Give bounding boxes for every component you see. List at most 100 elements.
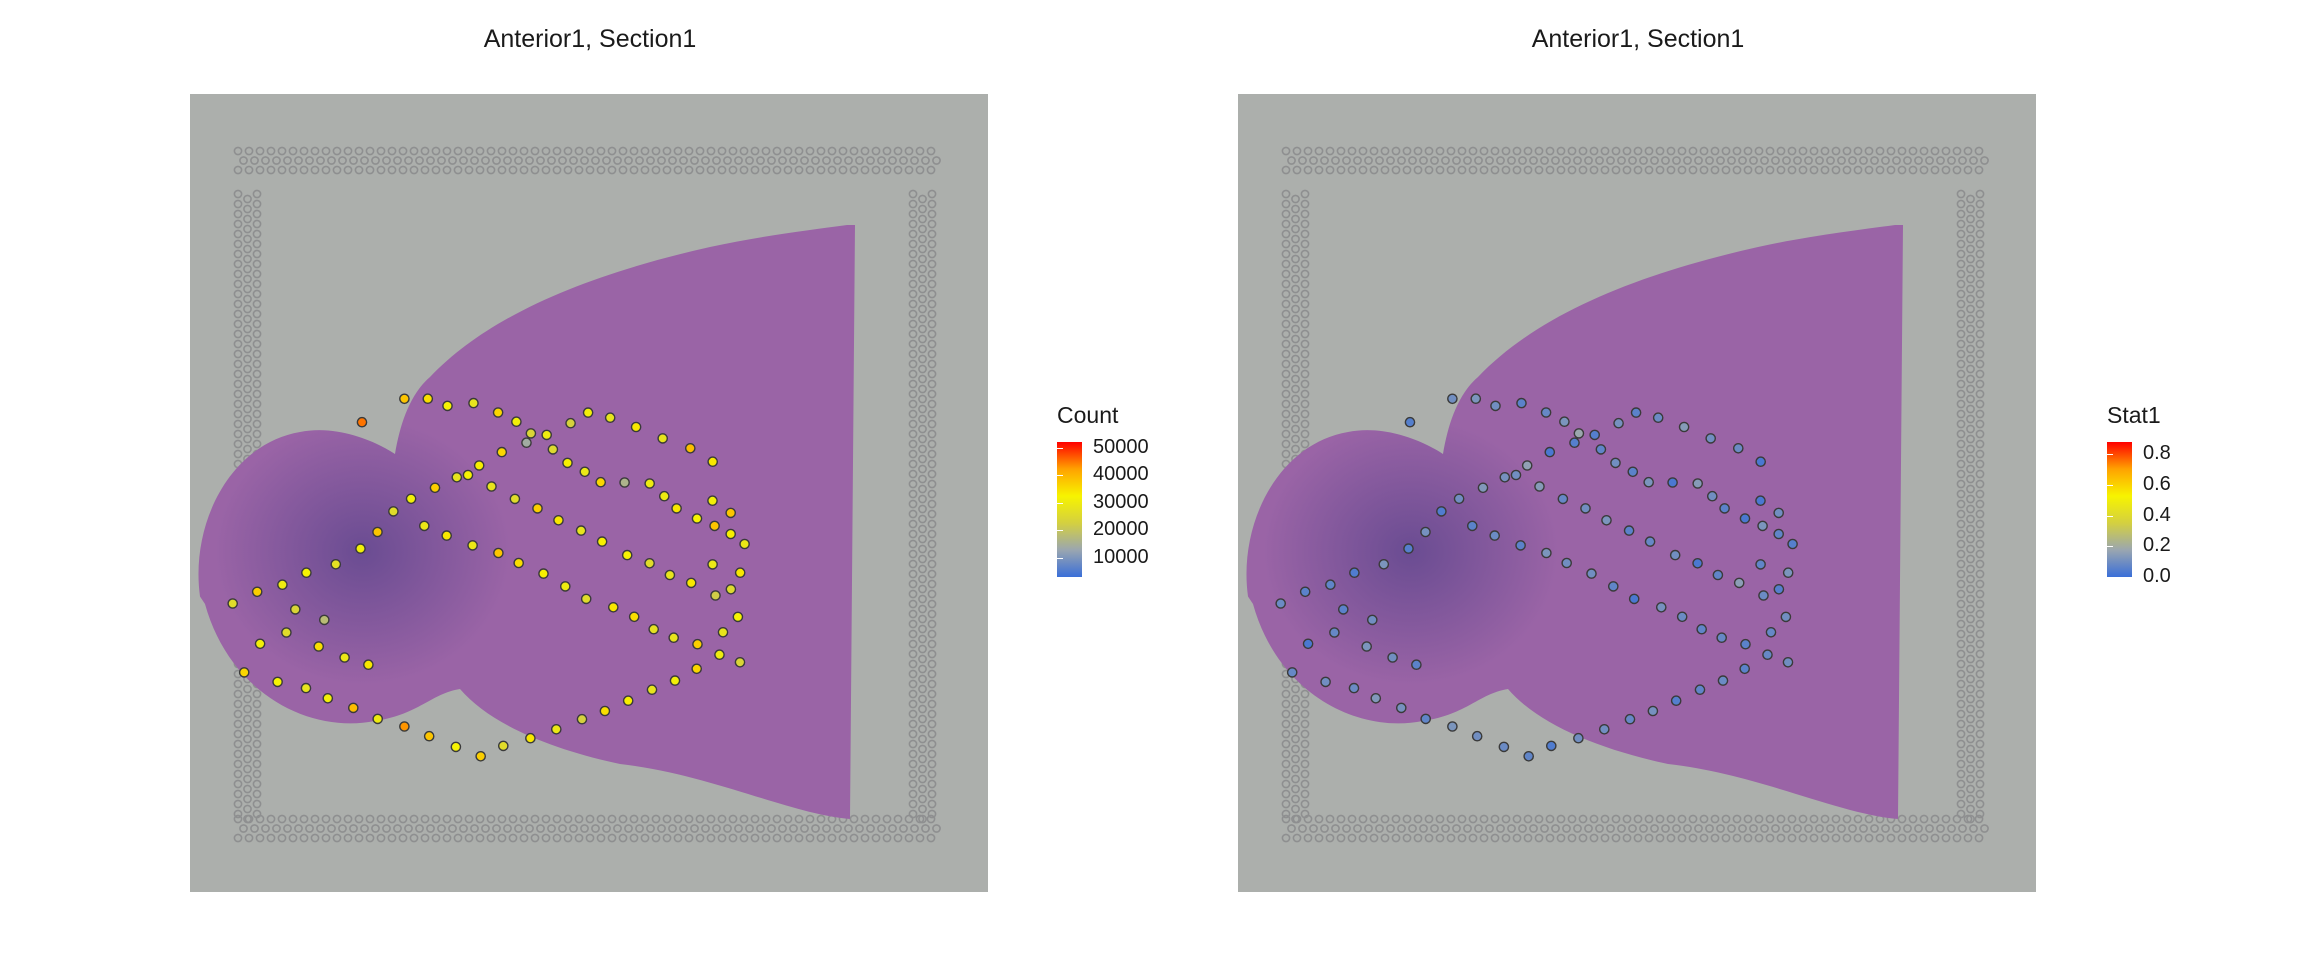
spot-point — [1515, 540, 1526, 551]
spot-point — [725, 528, 737, 540]
spot-point — [1676, 611, 1688, 623]
spot-point — [691, 663, 703, 675]
spot-point — [1544, 446, 1556, 458]
spot-point — [1466, 520, 1478, 532]
spot-point — [575, 525, 587, 536]
color-bar — [1057, 442, 1082, 577]
spot-point — [1712, 569, 1724, 581]
spot-point — [1773, 583, 1785, 595]
spot-point — [238, 667, 250, 678]
spot-point — [1320, 676, 1331, 688]
spot-point — [1338, 604, 1349, 615]
spot-point — [734, 567, 746, 579]
color-bar — [2107, 442, 2132, 577]
spot-point — [1490, 400, 1501, 412]
spot-point — [1652, 412, 1664, 424]
spot-point — [277, 579, 288, 591]
spot-point — [355, 543, 366, 554]
spot-point — [725, 507, 737, 519]
spot-point — [486, 481, 497, 492]
spot-point — [541, 429, 553, 441]
spot-point — [657, 433, 669, 444]
spot-point — [732, 611, 744, 623]
legend-title: Stat1 — [2107, 402, 2161, 428]
spot-point — [532, 503, 543, 514]
spot-point — [1329, 627, 1340, 638]
spot-point — [418, 520, 430, 532]
legend-stat1: Stat1 0.8 0.6 0.4 0.2 0.0 — [2107, 402, 2267, 592]
legend-tick — [1057, 502, 1063, 504]
spot-point — [550, 724, 562, 735]
spot-point — [1395, 702, 1407, 714]
spot-point — [691, 513, 703, 524]
spot-point — [492, 407, 504, 418]
spot-point — [1420, 526, 1431, 538]
spot-point — [1757, 520, 1768, 532]
spot-point — [622, 695, 634, 707]
spot-point — [330, 558, 342, 570]
legend-tick-label: 0.2 — [2143, 534, 2171, 557]
spot-point — [1561, 557, 1573, 569]
legend-tick-label: 30000 — [1093, 490, 1149, 513]
spot-point — [1403, 543, 1414, 554]
spot-point — [619, 477, 630, 488]
legend-tick — [1057, 557, 1063, 559]
spot-point — [717, 627, 729, 638]
spot-point — [450, 741, 462, 753]
spot-point — [372, 713, 383, 725]
spot-point — [300, 682, 312, 694]
spot-point — [1601, 514, 1612, 526]
spot-point — [1644, 536, 1656, 547]
legend-tick — [1057, 530, 1063, 532]
spot-point — [405, 493, 417, 505]
spot-point — [1436, 506, 1447, 517]
spot-point — [1613, 417, 1624, 429]
spot-point — [734, 657, 746, 668]
spot-point — [1286, 667, 1298, 678]
spot-point — [1643, 476, 1655, 488]
spot-point — [1692, 478, 1704, 489]
spot-point — [422, 393, 434, 405]
spot-point — [1420, 713, 1431, 725]
spot-point — [441, 530, 453, 541]
spot-point — [1706, 490, 1718, 502]
spot-point — [1453, 493, 1465, 505]
fiducial-frame — [233, 146, 941, 843]
spot-point — [473, 460, 485, 471]
spot-point — [644, 478, 656, 489]
spot-point — [607, 601, 619, 613]
spot-point — [1755, 495, 1766, 507]
spot-point — [1755, 456, 1767, 468]
spot-point — [1370, 693, 1382, 704]
spot-point — [1477, 482, 1489, 494]
spot-point — [658, 490, 670, 502]
spot-point — [1516, 397, 1527, 409]
spot-point — [1361, 641, 1372, 652]
spot-point — [1499, 471, 1511, 483]
spot-point — [547, 444, 559, 455]
spot-point — [347, 702, 359, 714]
spot-point — [1557, 493, 1569, 505]
spot-point — [1719, 503, 1730, 514]
spot-point — [1716, 632, 1728, 644]
spot-point — [1275, 598, 1287, 609]
spot-point — [580, 593, 592, 605]
spot-point — [1655, 601, 1667, 613]
legend-count: Count 50000 40000 30000 20000 10000 — [1057, 402, 1237, 592]
legend-title: Count — [1057, 402, 1119, 428]
spot-point — [525, 428, 537, 439]
spot-point — [442, 400, 453, 412]
spot-point — [356, 416, 368, 428]
spot-point — [1694, 684, 1706, 696]
spot-point — [1696, 623, 1708, 635]
spot-point — [710, 590, 721, 601]
spot-point — [227, 598, 239, 609]
spot-point — [1387, 652, 1398, 663]
spot-point — [254, 638, 266, 650]
legend-tick — [2107, 454, 2113, 456]
spot-point — [1586, 568, 1597, 579]
spot-point — [595, 476, 607, 488]
spot-point — [707, 495, 718, 507]
spot-point — [559, 581, 571, 592]
tissue-section — [198, 225, 855, 819]
